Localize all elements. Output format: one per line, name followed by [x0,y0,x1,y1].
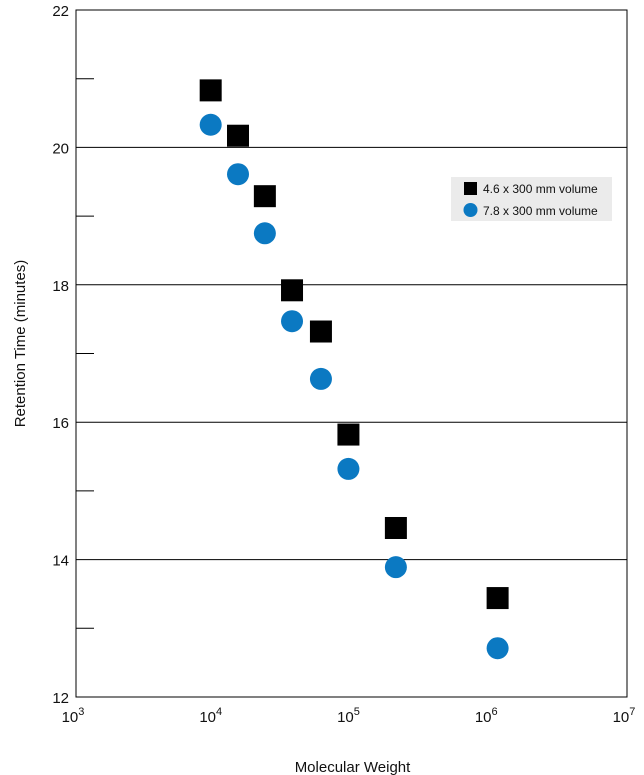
legend: 4.6 x 300 mm volume 7.8 x 300 mm volume [451,177,612,221]
data-point-circle [281,310,304,333]
data-point-square [253,185,276,208]
data-point-square [486,587,509,610]
gridlines [76,146,627,561]
data-point-square [384,516,407,539]
y-tick-label: 20 [52,140,69,157]
y-axis-title: Retention Time (minutes) [12,260,29,428]
legend-marker-square [464,182,477,195]
y-tick-label: 16 [52,415,69,432]
data-point-circle [309,367,332,390]
y-tick-label: 12 [52,690,69,707]
data-point-square [281,279,304,302]
data-point-square [309,320,332,343]
legend-marker-circle [463,203,478,217]
x-tick-label: 103 [62,706,85,726]
x-tick-label: 105 [337,706,360,726]
data-point-circle [253,222,276,245]
data-point-circle [227,163,250,186]
y-tick-label: 18 [52,278,69,295]
data-point-square [227,124,250,147]
y-tick-label: 14 [52,553,69,570]
x-axis-title: Molecular Weight [295,759,411,775]
legend-label-4.6mm: 4.6 x 300 mm volume [483,182,598,196]
data-point-circle [199,113,222,136]
x-tick-label: 106 [475,706,498,726]
data-point-circle [486,637,509,660]
legend-background [451,177,612,221]
y-tick-label: 22 [52,3,69,20]
data-point-square [199,79,222,102]
x-tick-label: 107 [613,706,636,726]
data-point-circle [384,556,407,579]
data-points [199,79,509,660]
data-point-square [337,423,360,446]
x-tick-label: 104 [199,706,222,726]
axis-ticks: 12 14 16 18 20 22 103 104 105 106 107 [52,3,635,726]
legend-label-7.8mm: 7.8 x 300 mm volume [483,204,598,218]
plot-area-frame [75,9,628,698]
data-point-circle [337,457,360,480]
